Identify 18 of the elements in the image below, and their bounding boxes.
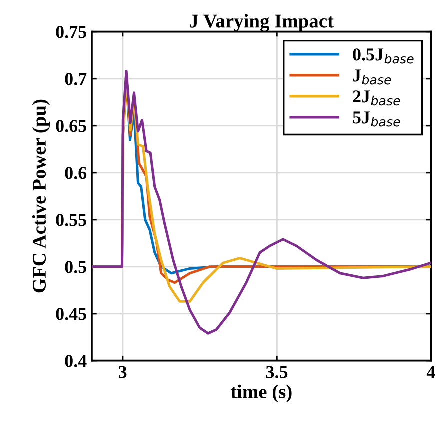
- legend-label: 2J$_{base}$: [353, 90, 400, 106]
- x-tick-label: 3.5: [266, 366, 288, 378]
- y-tick-label: 0.7: [65, 73, 87, 86]
- y-tick-label: 0.5: [65, 261, 86, 274]
- legend-label: J$_{base}$: [353, 70, 392, 85]
- y-axis-title: GFC Active Power (pu): [32, 100, 50, 293]
- y-tick-label: 0.45: [56, 308, 86, 320]
- y-tick-label: 0.4: [65, 355, 87, 368]
- y-tick-label: 0.65: [56, 120, 86, 132]
- y-tick-label: 0.6: [65, 167, 87, 180]
- x-tick-label: 4: [426, 366, 436, 378]
- x-tick-label: 3: [119, 366, 127, 378]
- y-tick-label: 0.55: [56, 214, 86, 226]
- x-axis-title: time (s): [230, 384, 292, 402]
- legend-label: 0.5J$_{base}$: [353, 48, 414, 64]
- y-tick-label: 0.75: [56, 26, 86, 38]
- chart-title: J Varying Impact: [190, 14, 334, 32]
- legend-label: 5J$_{base}$: [353, 112, 400, 127]
